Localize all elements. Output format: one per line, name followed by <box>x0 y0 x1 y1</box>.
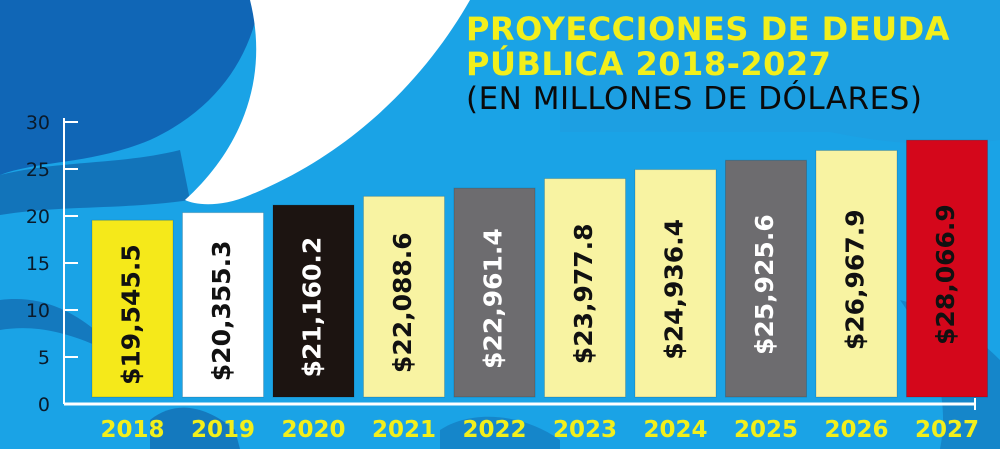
y-tick-label: 0 <box>38 394 50 416</box>
x-tick-label: 2027 <box>915 417 979 443</box>
bar <box>363 195 445 398</box>
bar-value-label: $20,355.3 <box>207 240 236 381</box>
x-tick-label: 2023 <box>553 417 617 443</box>
bar <box>91 219 174 398</box>
y-tick-label: 5 <box>38 347 50 369</box>
bar-value-label: $22,088.6 <box>388 232 417 373</box>
chart-title-line-1: PROYECCIONES DE DEUDA <box>466 10 950 48</box>
x-tick-label: 2019 <box>191 417 255 443</box>
y-tick-label: 15 <box>26 253 50 275</box>
bar <box>906 139 988 398</box>
bar <box>272 204 355 398</box>
bar-value-label: $19,545.5 <box>117 244 146 385</box>
bar-value-label: $24,936.4 <box>660 219 689 360</box>
bar <box>544 178 626 398</box>
bar <box>182 212 264 398</box>
x-tick-label: 2020 <box>281 417 345 443</box>
bar-value-label: $21,160.2 <box>298 237 327 378</box>
chart-subtitle: (EN MILLONES DE DÓLARES) <box>466 81 923 117</box>
bar <box>815 150 898 398</box>
bars-group: $19,545.5 $20,355.3 $21,160.2 $22,088.6 $22,… <box>91 139 988 398</box>
bar <box>453 187 536 398</box>
bar-value-label: $26,967.9 <box>841 209 870 350</box>
bar <box>725 159 807 398</box>
x-tick-label: 2018 <box>100 417 164 443</box>
y-tick-label: 20 <box>26 206 50 228</box>
x-tick-label: 2021 <box>372 417 436 443</box>
y-tick-label: 30 <box>26 112 50 134</box>
y-tick-label: 10 <box>26 300 50 322</box>
bar <box>634 169 717 398</box>
bar-value-label: $22,961.4 <box>479 228 508 369</box>
x-tick-label: 2022 <box>462 417 526 443</box>
y-axis: 0 5 10 15 20 25 30 <box>26 112 78 416</box>
x-tick-label: 2024 <box>643 417 707 443</box>
x-tick-label: 2026 <box>824 417 888 443</box>
x-axis: 2018 2019 2020 2021 2022 2023 2024 2025 2026 2027 <box>64 398 979 443</box>
chart-title-line-2: PÚBLICA 2018-2027 <box>466 45 832 83</box>
bar-value-label: $28,066.9 <box>931 204 960 345</box>
bar-value-label: $23,977.8 <box>569 223 598 364</box>
title-block: PROYECCIONES DE DEUDA PÚBLICA 2018-2027 … <box>466 12 986 117</box>
x-tick-label: 2025 <box>734 417 798 443</box>
y-tick-label: 25 <box>26 159 50 181</box>
bar-value-label: $25,925.6 <box>750 214 779 355</box>
